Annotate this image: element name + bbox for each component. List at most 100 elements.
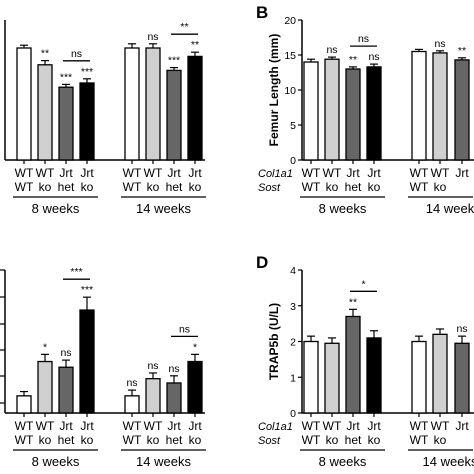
panel-b-sig-label: ns: [326, 44, 337, 56]
panel-c-bar: [166, 382, 182, 414]
panel-a-bar: [16, 47, 32, 161]
panel-c-category-line1: WT: [36, 419, 55, 433]
panel-b-sig-label: ns: [368, 51, 379, 63]
panel-b-category-line1: Jrt: [455, 166, 469, 180]
panel-d-category-line1: Jrt: [367, 419, 381, 433]
panel-d-ytick-label: 2: [290, 337, 296, 349]
panel-c-bar: [58, 366, 74, 414]
panel-a-bar: [145, 47, 161, 161]
panel-d-category-line2: ko: [434, 433, 447, 447]
panel-c-bar: [37, 360, 53, 414]
panel-a-sig-label: ***: [81, 66, 93, 78]
panel-b-category-line1: WT: [323, 166, 342, 180]
panel-b-ytick-label: 15: [284, 50, 296, 62]
panel-a-sig-label: **: [41, 48, 49, 60]
panel-d-category-line2: het: [345, 433, 362, 447]
panel-d-category-line2: ko: [368, 433, 381, 447]
panel-b-label: B: [256, 3, 268, 22]
panel-b-category-line2: WT: [410, 180, 429, 194]
panel-b-category-line1: WT: [410, 166, 429, 180]
panel-b-group-label: 14 week: [426, 201, 474, 216]
panel-a-bar: [124, 47, 140, 161]
panel-c-category-line2: het: [58, 433, 75, 447]
panel-a-category-line2: ko: [81, 180, 94, 194]
panel-d-category-line1: WT: [323, 419, 342, 433]
panel-d-label: D: [256, 253, 268, 272]
panel-b-ytick-label: 5: [290, 120, 296, 132]
panel-b-ylabel: Femur Length (mm): [267, 34, 281, 147]
panel-d-ylabel: TRAP5b (U/L): [267, 303, 281, 380]
panel-a-category-line2: WT: [123, 180, 142, 194]
panel-a-bracket-label: **: [180, 21, 188, 33]
panel-c-bar: [145, 378, 161, 414]
panel-c-sig-label: ns: [147, 360, 158, 372]
panel-c-category-line2: WT: [15, 433, 34, 447]
panel-b-row-label: Sost: [258, 182, 281, 194]
panel-b-bar: [303, 61, 319, 161]
panel-d-category-line1: Jrt: [346, 419, 360, 433]
panel-d-bar: [324, 342, 340, 414]
panel-d-sig-label: **: [349, 296, 357, 308]
panel-b-ytick-label: 20: [284, 15, 296, 27]
panel-c-bracket-label: ns: [179, 323, 190, 335]
panel-a-bar: [37, 64, 53, 161]
panel-c-bar: [124, 395, 140, 414]
panel-b-bracket-label: ns: [358, 33, 369, 45]
panel-d-ytick-label: 3: [290, 301, 296, 313]
panel-c-category-line1: WT: [144, 419, 163, 433]
panel-a-bracket-label: ns: [71, 48, 82, 60]
panel-a-sig-label: ***: [168, 55, 180, 67]
panel-c-group-label: 8 weeks: [32, 454, 80, 469]
panel-c-sig-label: ***: [81, 284, 93, 296]
panel-a-category-line1: Jrt: [167, 166, 181, 180]
panel-b-sig-label: ns: [434, 38, 445, 50]
panel-b-ytick-label: 10: [284, 85, 296, 97]
panel-a-bar: [79, 82, 95, 161]
panel-c-category-line1: Jrt: [188, 419, 202, 433]
panel-a-category-line1: Jrt: [80, 166, 94, 180]
panel-c-category-line1: Jrt: [80, 419, 94, 433]
panel-d-category-line2: ko: [326, 433, 339, 447]
panel-c-bar: [16, 395, 32, 414]
panel-b-group-label: 8 weeks: [319, 201, 367, 216]
panel-c-sig-label: ns: [60, 347, 71, 359]
panel-a-category-line1: WT: [123, 166, 142, 180]
panel-b-sig-label: **: [458, 45, 466, 57]
panel-c-category-line1: Jrt: [59, 419, 73, 433]
panel-d-category-line2: WT: [302, 433, 321, 447]
panel-a-category-line1: WT: [144, 166, 163, 180]
panel-b-row-label: Col1a1: [258, 168, 293, 180]
panel-a-bar: [166, 69, 182, 161]
panel-c-group-label: 14 weeks: [136, 454, 191, 469]
panel-a-sig-label: **: [191, 39, 199, 51]
panel-a-sig-label: ns: [147, 31, 158, 43]
panel-a-category-line1: Jrt: [188, 166, 202, 180]
panel-a-category-line2: ko: [147, 180, 160, 194]
panel-a-sig-label: ***: [60, 71, 72, 83]
panel-a-group-label: 14 weeks: [136, 201, 191, 216]
panel-b-category-line2: ko: [434, 180, 447, 194]
panel-c-category-line1: Jrt: [167, 419, 181, 433]
panel-a-bar: [58, 86, 74, 161]
panel-a-category-line1: WT: [15, 166, 34, 180]
panel-d-row-label: Col1a1: [258, 421, 293, 433]
panel-c-category-line2: ko: [81, 433, 94, 447]
panel-d-sig-label: ns: [456, 323, 467, 335]
panel-a-bar: [187, 55, 203, 161]
panel-b-bar: [454, 59, 470, 161]
panel-d-ytick-label: 0: [290, 408, 296, 420]
panel-d-bracket-label: *: [361, 278, 365, 290]
panel-b-sig-label: **: [349, 54, 357, 66]
panel-d-bar: [454, 342, 470, 414]
panel-a-category-line2: ko: [189, 180, 202, 194]
panel-b-category-line2: het: [345, 180, 362, 194]
panel-b-bar: [366, 66, 382, 161]
panel-d-ytick-label: 1: [290, 372, 296, 384]
panel-b-bar: [345, 68, 361, 161]
panel-a-category-line2: WT: [15, 180, 34, 194]
panel-a-category-line2: ko: [39, 180, 52, 194]
panel-a-category-line1: WT: [36, 166, 55, 180]
panel-d-row-label: Sost: [258, 435, 281, 447]
panel-b-bar: [432, 52, 448, 161]
